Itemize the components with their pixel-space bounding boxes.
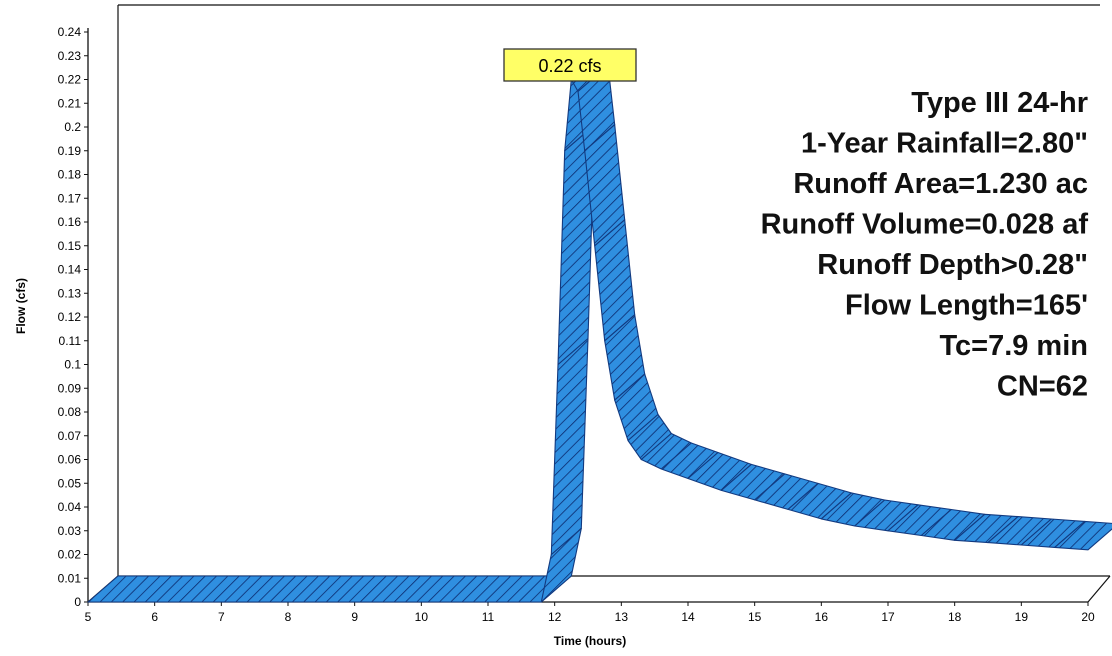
y-tick-label: 0.08: [58, 405, 82, 419]
runoff-info-line: Runoff Depth>0.28": [817, 249, 1088, 281]
peak-label-box: [503, 48, 637, 82]
x-tick-label: 11: [482, 610, 495, 624]
series-layer: [87, 52, 1112, 603]
y-tick-label: 0.04: [58, 500, 82, 514]
hydrograph-segment: [1054, 520, 1112, 551]
right-depth-edge: [1087, 575, 1111, 603]
y-tick-label: 0.17: [58, 191, 82, 205]
x-tick-label: 16: [815, 610, 829, 624]
x-tick-label: 12: [548, 610, 562, 624]
runoff-info-line: 1-Year Rainfall=2.80": [801, 128, 1088, 160]
x-tick-label: 8: [285, 610, 292, 624]
x-tick-label: 20: [1081, 610, 1095, 624]
y-tick-label: 0.21: [58, 96, 82, 110]
y-tick-label: 0.05: [58, 476, 82, 490]
y-tick-label: 0: [74, 595, 81, 609]
x-tick-label: 15: [748, 610, 762, 624]
runoff-info-block: Type III 24-hr 1-Year Rainfall=2.80" Runof…: [761, 87, 1089, 403]
y-tick-label: 0.12: [58, 310, 82, 324]
x-tick-label: 19: [1015, 610, 1029, 624]
y-tick-label: 0.24: [58, 25, 82, 39]
y-tick-label: 0.06: [58, 453, 82, 467]
y-tick-label: 0.01: [58, 571, 82, 585]
hydrograph-segment: [550, 337, 589, 556]
y-tick-label: 0.14: [58, 263, 82, 277]
x-tick-label: 13: [615, 610, 629, 624]
y-tick-label: 0.02: [58, 548, 82, 562]
runoff-info-line: Flow Length=165': [845, 290, 1088, 322]
y-tick-label: 0.18: [58, 168, 82, 182]
y-tick-label: 0.16: [58, 215, 82, 229]
x-axis: 5 6 7 8 9 10 11 12 13 14 15 16 17 18 19 20: [85, 601, 1095, 624]
runoff-info-line: Tc=7.9 min: [939, 330, 1088, 362]
y-tick-label: 0.15: [58, 239, 82, 253]
y-tick-label: 0.03: [58, 524, 82, 538]
y-tick-label: 0.09: [58, 381, 82, 395]
y-tick-label: 0.22: [58, 73, 82, 87]
y-tick-label: 0.23: [58, 49, 82, 63]
peak-label: 0.22 cfs: [538, 56, 601, 76]
x-axis-label: Time (hours): [554, 634, 626, 648]
peak-annotation: 0.22 cfs: [503, 48, 637, 82]
x-tick-label: 9: [351, 610, 358, 624]
x-tick-label: 17: [881, 610, 895, 624]
runoff-info-line: CN=62: [997, 371, 1088, 403]
y-tick-label: 0.1: [64, 358, 81, 372]
y-tick-label: 0.19: [58, 144, 82, 158]
x-tick-label: 7: [218, 610, 225, 624]
x-tick-label: 10: [415, 610, 429, 624]
x-tick-label: 6: [151, 610, 158, 624]
y-tick-label: 0.13: [58, 286, 82, 300]
x-tick-label: 5: [85, 610, 92, 624]
y-tick-label: 0.2: [64, 120, 81, 134]
hydrograph-segment: [87, 575, 572, 603]
runoff-info-line: Type III 24-hr: [911, 87, 1088, 119]
y-axis: 0 0.01 0.02 0.03 0.04 0.05 0.06 0.07 0.08 0.09 0.1…: [58, 25, 89, 609]
x-tick-label: 14: [681, 610, 695, 624]
x-tick-label: 18: [948, 610, 962, 624]
runoff-info-line: Runoff Volume=0.028 af: [761, 209, 1089, 241]
runoff-info-line: Runoff Area=1.230 ac: [793, 168, 1088, 200]
y-tick-label: 0.11: [59, 334, 82, 348]
y-axis-label: Flow (cfs): [14, 278, 28, 334]
y-tick-label: 0.07: [58, 429, 82, 443]
